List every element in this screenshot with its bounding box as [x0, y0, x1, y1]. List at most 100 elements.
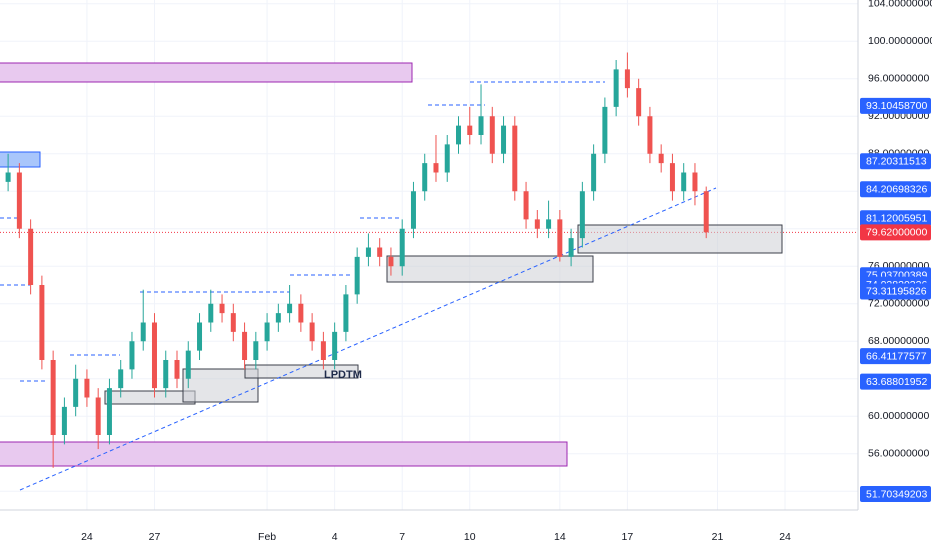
candle-body [354, 256, 360, 295]
price-tag [860, 373, 931, 390]
candle-body [456, 125, 462, 145]
candle-body [129, 341, 135, 370]
y-tick-label: 68.00000000 [868, 335, 929, 347]
price-tag [860, 348, 931, 365]
x-tick-label: 4 [332, 531, 338, 543]
candle-body [388, 256, 394, 267]
price-tag [860, 181, 931, 198]
candle-body [669, 163, 675, 192]
candle-body [489, 116, 495, 154]
blue-zone [0, 151, 41, 168]
candle-body [230, 313, 236, 332]
candle-body [253, 341, 259, 360]
candle-body [433, 163, 439, 173]
candle-body [219, 303, 225, 314]
price-tag-label: 87.20311513 [866, 156, 927, 168]
x-tick-label: 7 [399, 531, 405, 543]
price-tag-label: 84.20698326 [866, 184, 927, 196]
candle-body [140, 322, 146, 342]
candle-body [377, 247, 383, 257]
candle-body [39, 285, 45, 360]
candle-body [365, 247, 371, 257]
candle-body [320, 341, 326, 360]
candle-body [242, 331, 248, 360]
price-tag [860, 210, 931, 227]
candle-body [275, 313, 281, 323]
candle-body [546, 219, 552, 229]
candle-body [309, 322, 315, 342]
candle-body [703, 191, 709, 233]
candle-body [174, 360, 180, 379]
candle-body [602, 106, 608, 154]
annotation: LPDTM [324, 369, 362, 381]
price-tag [860, 486, 931, 503]
y-tick-label: 56.00000000 [868, 448, 929, 460]
candle-body [501, 125, 507, 154]
candle-body [692, 172, 698, 192]
x-tick-label: 17 [622, 531, 634, 543]
candle-body [343, 294, 349, 332]
y-tick-label: 96.00000000 [868, 73, 929, 85]
candle-body [95, 397, 101, 435]
candle-body [332, 331, 338, 360]
candle-body [151, 322, 157, 389]
order-block [386, 255, 594, 283]
x-tick-label: 24 [779, 531, 791, 543]
candle-body [591, 153, 597, 192]
candle-body [287, 303, 293, 314]
x-tick-label: 21 [712, 531, 724, 543]
candle-body [197, 322, 203, 351]
candle-body [523, 191, 529, 220]
candle-body [579, 191, 585, 239]
price-tag-label: 81.12005951 [866, 213, 927, 225]
x-tick-label: 10 [464, 531, 476, 543]
axes: 52.0000000056.0000000060.0000000064.0000… [81, 0, 932, 543]
price-tag [860, 153, 931, 170]
candle-body [478, 116, 484, 135]
drawings: LPDTM [0, 62, 783, 491]
candle-body [61, 406, 67, 435]
price-tag-label: 93.10458700 [866, 100, 927, 112]
candle-body [568, 238, 574, 257]
candle-body [208, 303, 214, 323]
price-tag [860, 224, 931, 241]
y-tick-label: 104.00000000 [868, 0, 932, 10]
candle-body [557, 219, 563, 257]
y-tick-label: 60.00000000 [868, 410, 929, 422]
candle-body [534, 219, 540, 229]
demand-zone [0, 441, 568, 467]
candle-body [73, 378, 79, 407]
price-tag [860, 283, 931, 300]
supply-zone [0, 62, 413, 83]
x-tick-label: Feb [258, 531, 276, 543]
x-tick-label: 27 [149, 531, 161, 543]
candle-body [410, 191, 416, 229]
candle-body [636, 88, 642, 117]
candle-body [106, 388, 112, 435]
candle-body [185, 350, 191, 379]
candle-body [512, 125, 518, 192]
price-tag-label: 66.41177577 [866, 350, 927, 362]
x-tick-label: 24 [81, 531, 93, 543]
candles [5, 52, 709, 468]
y-tick-label: 100.00000000 [868, 35, 932, 47]
candle-body [647, 116, 653, 154]
candle-body [658, 153, 664, 164]
candle-body [118, 369, 124, 389]
candle-body [613, 69, 619, 107]
candle-body [681, 172, 687, 192]
y-tick-label: 72.00000000 [868, 298, 929, 310]
candle-body [163, 360, 169, 389]
order-block [244, 364, 359, 379]
candle-body [50, 360, 56, 435]
x-tick-label: 14 [554, 531, 566, 543]
candle-body [298, 303, 304, 323]
candle-body [84, 378, 90, 398]
trendline [19, 187, 717, 491]
order-block [577, 224, 783, 254]
price-tag-label: 51.70349203 [866, 488, 927, 500]
candle-body [422, 163, 428, 192]
candle-body [624, 69, 630, 89]
